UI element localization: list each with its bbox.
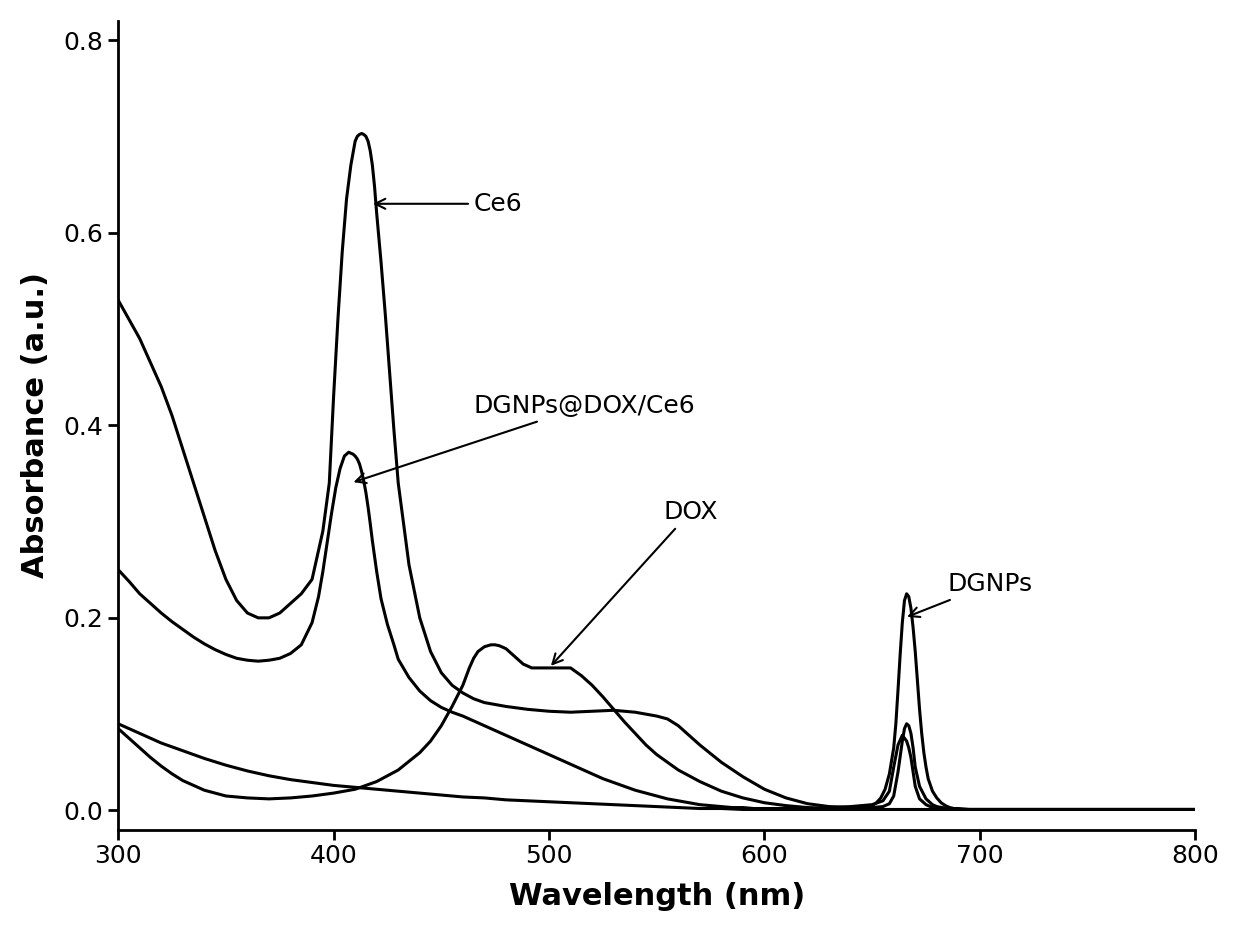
Text: DOX: DOX — [553, 500, 718, 665]
Text: DGNPs: DGNPs — [909, 572, 1033, 617]
Y-axis label: Absorbance (a.u.): Absorbance (a.u.) — [21, 272, 50, 578]
X-axis label: Wavelength (nm): Wavelength (nm) — [508, 883, 805, 911]
Text: Ce6: Ce6 — [376, 192, 522, 216]
Text: DGNPs@DOX/Ce6: DGNPs@DOX/Ce6 — [356, 394, 696, 483]
